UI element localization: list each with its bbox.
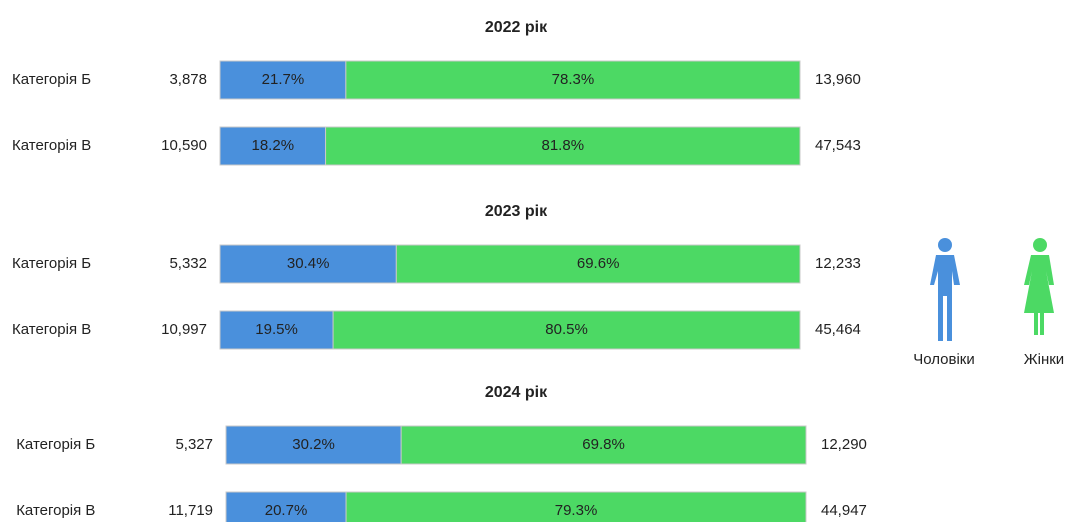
value-label: 21.7% bbox=[262, 71, 305, 88]
value-label: 69.8% bbox=[582, 436, 625, 453]
legend-label: Жінки bbox=[1024, 351, 1064, 368]
count-label: 5,332 bbox=[169, 255, 207, 272]
bar-segment bbox=[219, 310, 334, 350]
category-label: Категорія Б bbox=[12, 71, 91, 88]
value-label: 30.4% bbox=[287, 255, 330, 272]
count-label: 12,233 bbox=[815, 255, 861, 272]
chart-title: 2022 рік bbox=[485, 19, 548, 36]
male-icon bbox=[930, 238, 960, 341]
value-label: 79.3% bbox=[555, 502, 598, 519]
count-label: 11,719 bbox=[168, 502, 213, 519]
category-label: Категорія В bbox=[12, 137, 91, 154]
bar-segment bbox=[325, 126, 801, 166]
value-label: 19.5% bbox=[255, 321, 298, 338]
count-label: 10,590 bbox=[161, 137, 207, 154]
count-label: 5,327 bbox=[175, 436, 213, 453]
value-label: 78.3% bbox=[552, 71, 595, 88]
chart-title: 2024 рік bbox=[485, 384, 548, 401]
bar-segment bbox=[219, 60, 347, 100]
bar-segment bbox=[219, 244, 397, 284]
bar-segment bbox=[219, 126, 327, 166]
category-label: Категорія В bbox=[16, 502, 95, 519]
bar-segment bbox=[345, 60, 801, 100]
count-label: 10,997 bbox=[161, 321, 207, 338]
value-label: 69.6% bbox=[577, 255, 620, 272]
count-label: 47,543 bbox=[815, 137, 861, 154]
count-label: 45,464 bbox=[815, 321, 861, 338]
category-label: Категорія Б bbox=[12, 255, 91, 272]
legend-label: Чоловіки bbox=[913, 351, 975, 368]
category-label: Категорія В bbox=[12, 321, 91, 338]
value-label: 80.5% bbox=[545, 321, 588, 338]
count-label: 13,960 bbox=[815, 71, 861, 88]
bar-segment bbox=[345, 491, 807, 522]
value-label: 30.2% bbox=[292, 436, 335, 453]
bar-segment bbox=[395, 244, 801, 284]
value-label: 18.2% bbox=[252, 137, 295, 154]
count-label: 12,290 bbox=[821, 436, 867, 453]
chart-title: 2023 рік bbox=[485, 203, 548, 220]
bar-segment bbox=[225, 425, 402, 465]
bar-segment bbox=[332, 310, 801, 350]
value-label: 20.7% bbox=[265, 502, 308, 519]
female-icon bbox=[1024, 238, 1054, 335]
category-label: Категорія Б bbox=[16, 436, 95, 453]
count-label: 44,947 bbox=[821, 502, 867, 519]
count-label: 3,878 bbox=[169, 71, 207, 88]
value-label: 81.8% bbox=[542, 137, 585, 154]
bar-segment bbox=[400, 425, 807, 465]
